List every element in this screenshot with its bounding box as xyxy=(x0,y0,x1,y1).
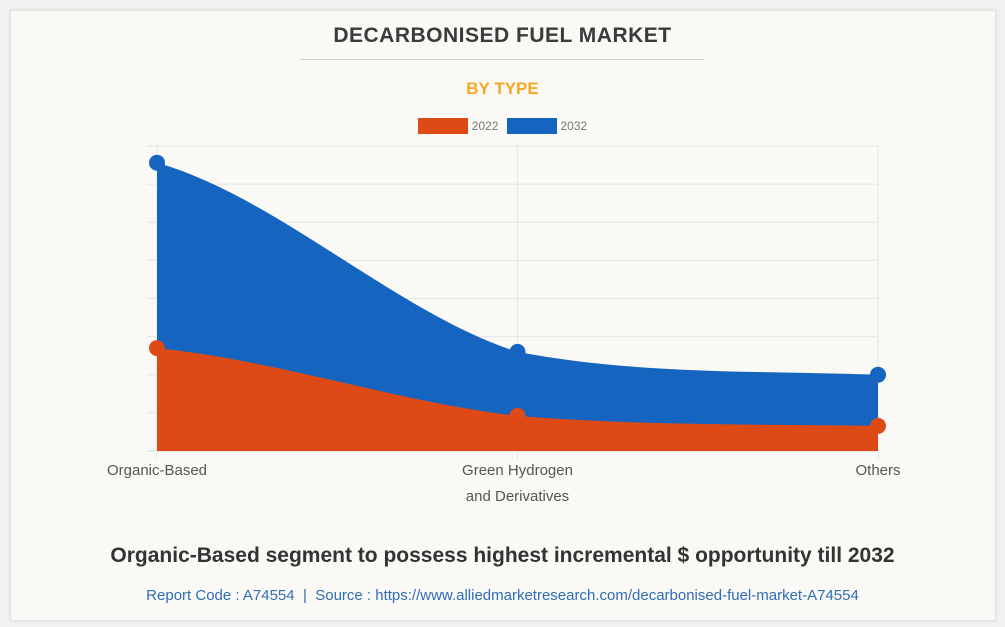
data-point-2032 xyxy=(870,366,886,383)
x-tick-label-line: Others xyxy=(855,462,900,479)
chart-caption: Organic-Based segment to possess highest… xyxy=(110,544,895,567)
data-point-2032 xyxy=(509,343,526,360)
legend-item-2022[interactable]: 2022 xyxy=(417,118,499,134)
legend-label-2022: 2022 xyxy=(471,119,499,133)
chart-title: DECARBONISED FUEL MARKET xyxy=(333,24,672,47)
x-axis-labels: Organic-Based Green Hydrogen and Derivativ… xyxy=(107,462,901,505)
chart-subtitle: BY TYPE xyxy=(466,79,539,98)
x-tick-label: Organic-Based xyxy=(107,462,207,479)
data-point-2022 xyxy=(509,407,526,424)
legend-swatch-2032 xyxy=(506,118,557,134)
source-line: Report Code : A74554 | Source : https://… xyxy=(0,587,1005,604)
area-series-2032 xyxy=(157,162,878,451)
legend-swatch-2022 xyxy=(417,118,468,134)
legend-item-2032[interactable]: 2032 xyxy=(506,118,588,134)
report-code: Report Code : A74554 xyxy=(146,587,295,604)
data-point-2022 xyxy=(149,340,165,357)
series-areas xyxy=(157,162,878,451)
series-points xyxy=(149,154,886,434)
separator: | xyxy=(302,587,307,604)
x-tick-label: Others xyxy=(855,462,900,479)
data-point-2022 xyxy=(870,417,886,434)
x-tick-label-line: and Derivatives xyxy=(466,488,569,505)
legend-label-2032: 2032 xyxy=(560,119,588,133)
x-tick-label-line: Green Hydrogen xyxy=(462,462,573,479)
title-divider xyxy=(300,59,704,60)
source-link[interactable]: Source : https://www.alliedmarketresearc… xyxy=(315,587,859,604)
legend: 2022 2032 xyxy=(0,118,1005,134)
x-tick-label: Green Hydrogen and Derivatives xyxy=(462,462,573,505)
data-point-2032 xyxy=(149,154,165,171)
area-series-2022 xyxy=(157,348,878,451)
x-tick-label-line: Organic-Based xyxy=(107,462,207,479)
